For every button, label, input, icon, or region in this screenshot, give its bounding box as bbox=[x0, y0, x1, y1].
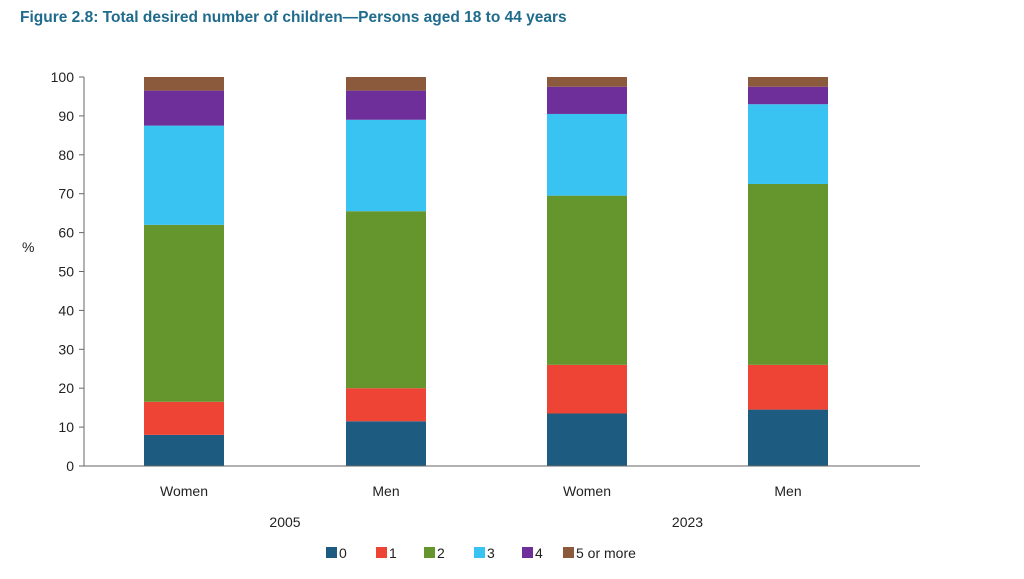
y-tick-label: 90 bbox=[58, 108, 74, 124]
bar-segment-4 bbox=[748, 86, 828, 105]
y-tick-label: 60 bbox=[58, 225, 74, 241]
legend-swatch bbox=[474, 547, 485, 558]
bar-segment-4 bbox=[346, 90, 426, 120]
chart-title: Figure 2.8: Total desired number of chil… bbox=[20, 9, 567, 26]
bar-segment-5-or-more bbox=[547, 77, 627, 87]
bar-segment-1 bbox=[748, 364, 828, 410]
y-tick-label: 30 bbox=[58, 341, 74, 357]
y-tick-label: 20 bbox=[58, 380, 74, 396]
legend-label: 3 bbox=[487, 545, 495, 561]
x-axis: Women Men Women Men 2005 2023 bbox=[84, 465, 920, 530]
legend-swatch bbox=[522, 547, 533, 558]
y-tick-label: 50 bbox=[58, 264, 74, 280]
legend-label: 5 or more bbox=[576, 545, 636, 561]
x-tick-label: Men bbox=[372, 483, 399, 499]
legend-swatch bbox=[326, 547, 337, 558]
bar-segment-2 bbox=[748, 183, 828, 365]
bar-segment-1 bbox=[346, 388, 426, 422]
bar-segment-0 bbox=[144, 434, 224, 466]
bar-segment-1 bbox=[547, 364, 627, 414]
bar-segment-3 bbox=[748, 104, 828, 184]
bar-segment-0 bbox=[748, 409, 828, 466]
y-tick-label: 80 bbox=[58, 147, 74, 163]
y-axis-label: % bbox=[22, 239, 34, 255]
y-tick-label: 70 bbox=[58, 186, 74, 202]
bar-segment-0 bbox=[346, 421, 426, 466]
bar-segment-4 bbox=[547, 86, 627, 114]
legend-swatch bbox=[563, 547, 574, 558]
y-tick-label: 100 bbox=[51, 69, 75, 85]
x-tick-label: Women bbox=[160, 483, 208, 499]
bar-segment-3 bbox=[346, 119, 426, 212]
bar-segment-3 bbox=[144, 125, 224, 225]
legend-label: 1 bbox=[389, 545, 397, 561]
bar-segment-5-or-more bbox=[748, 77, 828, 87]
bars bbox=[144, 77, 828, 466]
bar-segment-1 bbox=[144, 401, 224, 435]
bar-segment-4 bbox=[144, 90, 224, 126]
y-tick-label: 10 bbox=[58, 419, 74, 435]
legend-label: 4 bbox=[535, 545, 543, 561]
x-tick-label: Women bbox=[563, 483, 611, 499]
bar-segment-5-or-more bbox=[346, 77, 426, 91]
bar-segment-5-or-more bbox=[144, 77, 224, 91]
y-tick-label: 0 bbox=[66, 458, 74, 474]
y-axis: 0 10 20 30 40 50 60 70 80 90 100 bbox=[51, 69, 85, 474]
legend-label: 2 bbox=[437, 545, 445, 561]
bar-segment-0 bbox=[547, 413, 627, 466]
group-label: 2023 bbox=[672, 514, 703, 530]
legend-swatch bbox=[424, 547, 435, 558]
y-tick-label: 40 bbox=[58, 302, 74, 318]
bar-segment-2 bbox=[346, 211, 426, 389]
bar-segment-3 bbox=[547, 113, 627, 196]
legend-label: 0 bbox=[339, 545, 347, 561]
x-tick-label: Men bbox=[774, 483, 801, 499]
legend: 0 1 2 3 4 5 or more bbox=[326, 545, 636, 561]
group-label: 2005 bbox=[269, 514, 300, 530]
legend-swatch bbox=[376, 547, 387, 558]
bar-segment-2 bbox=[547, 195, 627, 365]
bar-segment-2 bbox=[144, 224, 224, 402]
